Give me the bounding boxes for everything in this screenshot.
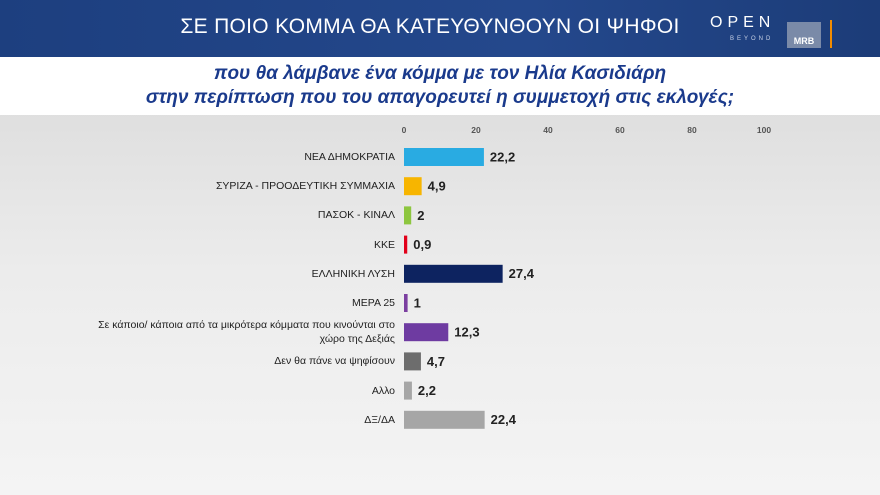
subtitle: που θα λάμβανε ένα κόμμα με τον Ηλία Κασ… — [213, 63, 667, 84]
x-tick-label: 80 — [687, 125, 697, 135]
bar — [404, 206, 412, 225]
value-label: 4,9 — [428, 179, 446, 194]
x-tick-label: 20 — [471, 125, 481, 135]
value-label: 2 — [417, 208, 424, 223]
category-label: ΜΕΡΑ 25 — [352, 297, 395, 309]
category-label: ΠΑΣΟΚ - ΚΙΝΑΛ — [317, 209, 395, 222]
bar — [404, 235, 408, 254]
value-label: 22,2 — [490, 149, 515, 164]
category-label: ΣΥΡΙΖΑ - ΠΡΟΟΔΕΥΤΙΚΗ ΣΥΜΜΑΧΙΑ — [215, 180, 395, 193]
pollster-logo: MRB — [787, 22, 821, 48]
value-label: 0,9 — [413, 237, 431, 252]
x-tick-label: 60 — [615, 125, 625, 135]
category-label: ΕΛΛΗΝΙΚΗ ΛΥΣΗ — [311, 267, 395, 280]
category-label: Αλλο — [371, 384, 395, 397]
value-label: 12,3 — [454, 325, 479, 340]
bar — [404, 381, 412, 400]
bar — [404, 177, 422, 196]
bar — [404, 294, 408, 312]
bar — [404, 323, 449, 342]
bar — [404, 264, 503, 283]
logo-divider — [830, 20, 832, 48]
value-label: 27,4 — [509, 266, 535, 281]
x-tick-label: 0 — [402, 125, 407, 135]
category-label: Σε κάποιο/ κάποια από τα μικρότερα κόμμα… — [98, 319, 395, 346]
value-label: 4,7 — [427, 354, 445, 369]
x-tick-label: 100 — [757, 125, 771, 135]
category-label: ΝΕΑ ΔΗΜΟΚΡΑΤΙΑ — [304, 151, 395, 163]
bar — [404, 148, 484, 166]
category-label: ΔΞ/ΔΑ — [364, 413, 395, 426]
subtitle-band: που θα λάμβανε ένα κόμμα με τον Ηλία Κασ… — [0, 57, 880, 115]
banner: ΣΕ ΠΟΙΟ ΚΟΜΜΑ ΘΑ ΚΑΤΕΥΘΥΝΘΟΥΝ ΟΙ ΨΗΦΟΙ O… — [0, 0, 880, 57]
bar — [404, 352, 421, 371]
channel-logo: OPEN — [710, 14, 776, 31]
channel-tagline: BEYOND — [730, 36, 774, 42]
x-tick-label: 40 — [543, 125, 553, 135]
chart-title: ΣΕ ΠΟΙΟ ΚΟΜΜΑ ΘΑ ΚΑΤΕΥΘΥΝΘΟΥΝ ΟΙ ΨΗΦΟΙ — [180, 15, 680, 38]
category-label: Δεν θα πάνε να ψηφίσουν — [274, 355, 395, 368]
category-label: ΚΚΕ — [373, 238, 395, 251]
value-label: 1 — [414, 295, 421, 310]
subtitle: στην περίπτωση που του απαγορευτεί η συμ… — [145, 87, 735, 108]
value-label: 2,2 — [418, 383, 436, 398]
value-label: 22,4 — [491, 412, 517, 427]
bar — [404, 410, 485, 429]
